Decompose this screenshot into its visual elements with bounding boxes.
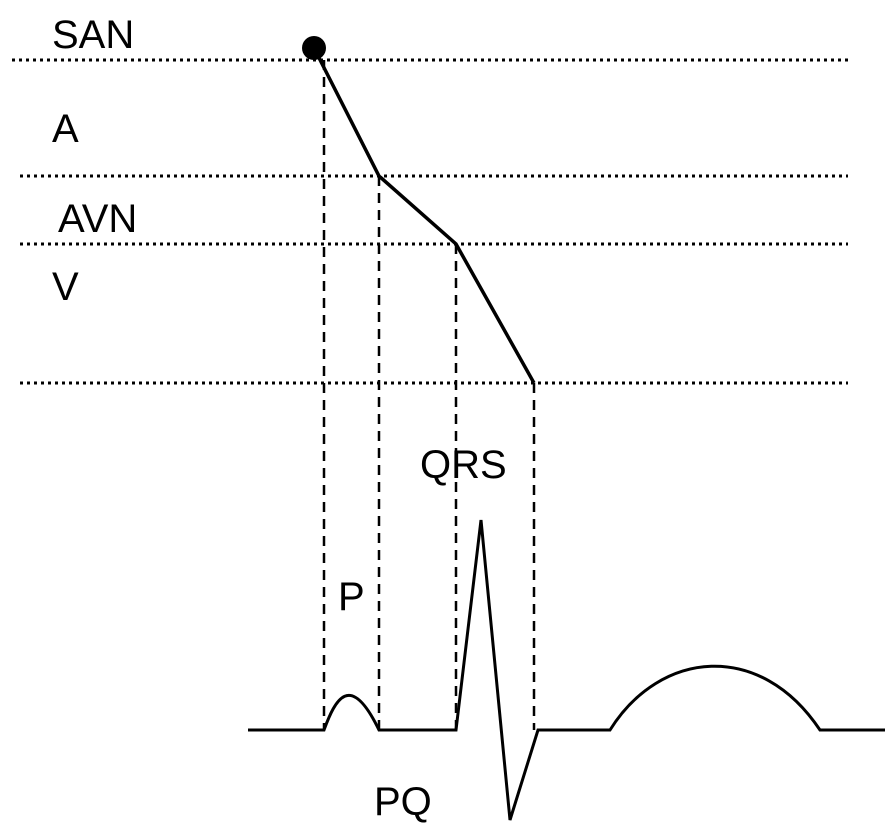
level-lines	[12, 58, 848, 385]
san-dot	[302, 36, 326, 60]
label-v: V	[52, 265, 79, 309]
ecg-trace	[248, 519, 885, 821]
label-san: SAN	[52, 13, 134, 57]
label-p: P	[338, 575, 365, 619]
label-avn: AVN	[58, 197, 137, 241]
label-pq: PQ	[374, 780, 432, 824]
projection-lines	[322, 60, 536, 730]
label-qrs: QRS	[420, 443, 507, 487]
label-a: A	[52, 107, 79, 151]
conduction-path	[312, 47, 536, 384]
